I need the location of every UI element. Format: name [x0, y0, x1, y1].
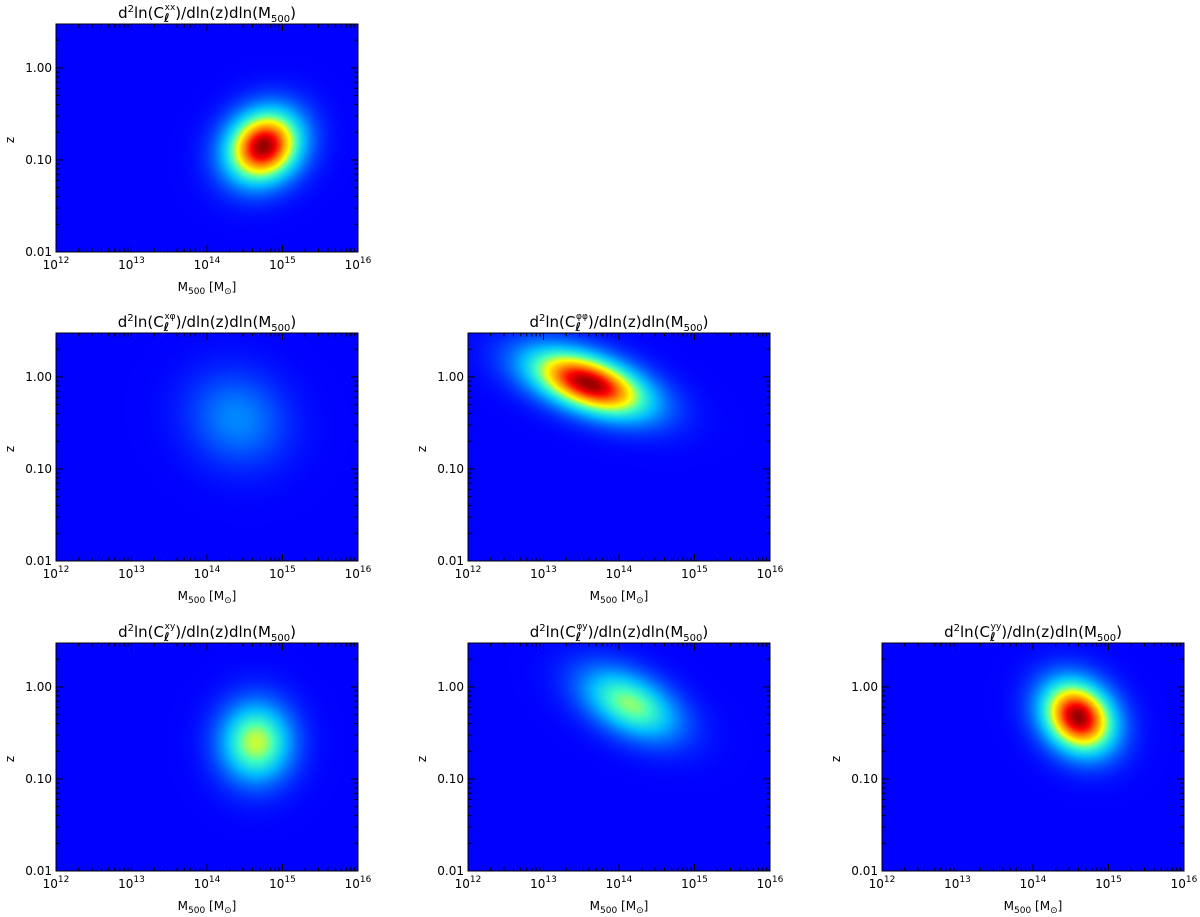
- chart-title: d2ln(Cℓφy)/dln(z)dln(M500): [530, 622, 708, 644]
- y-tick-label: 1.00: [25, 680, 52, 694]
- y-tick-label: 1.00: [437, 370, 464, 384]
- y-tick-label: 0.10: [851, 772, 878, 786]
- y-tick-label: 0.10: [437, 772, 464, 786]
- x-tick-label: 1013: [118, 565, 145, 581]
- x-tick-label: 1016: [345, 875, 372, 891]
- y-tick-label: 0.01: [437, 864, 464, 878]
- y-tick-label: 0.01: [25, 864, 52, 878]
- x-tick-label: 1014: [194, 256, 221, 272]
- x-axis-label: M500 [M⊙]: [178, 589, 237, 606]
- x-tick-label: 1015: [269, 565, 296, 581]
- y-axis-label: z: [829, 756, 843, 762]
- y-tick-label: 0.10: [25, 772, 52, 786]
- chart-svg-phiy: 1012 1013 1014 1015 1016 0.01 0.10 1.00 d2ln(Cℓφ…: [415, 622, 784, 916]
- panel-yy: 1012 1013 1014 1015 1016 0.01 0.10 1.00 d2ln(Cℓy…: [826, 619, 1200, 917]
- panel-phiy: 1012 1013 1014 1015 1016 0.01 0.10 1.00 d2ln(Cℓφ…: [412, 619, 812, 917]
- panel-xphi: 1012 1013 1014 1015 1016 0.01 0.10 1.00 d2ln(Cℓx…: [0, 309, 400, 614]
- y-tick-label: 1.00: [851, 680, 878, 694]
- x-tick-label: 1016: [345, 256, 372, 272]
- chart-svg-xx: 1012 1013 1014 1015 1016 0.01 0.10 1.00 d2ln(Cℓx…: [3, 3, 372, 297]
- x-tick-label: 1014: [606, 565, 633, 581]
- panel-xx: 1012 1013 1014 1015 1016 0.01 0.10 1.00 d2ln(Cℓx…: [0, 0, 400, 305]
- chart-title: d2ln(Cℓyy)/dln(z)dln(M500): [944, 622, 1122, 644]
- x-tick-label: 1012: [43, 256, 70, 272]
- x-tick-label: 1012: [43, 565, 70, 581]
- y-tick-label: 0.10: [437, 462, 464, 476]
- y-tick-label: 0.01: [437, 554, 464, 568]
- y-tick-label: 0.01: [25, 554, 52, 568]
- heatmap-image: [56, 643, 358, 871]
- y-tick-label: 0.01: [25, 245, 52, 259]
- x-tick-label: 1013: [944, 875, 971, 891]
- heatmap-image: [468, 333, 770, 561]
- x-tick-label: 1016: [1171, 875, 1198, 891]
- y-tick-label: 0.10: [25, 153, 52, 167]
- chart-svg-phiphi: 1012 1013 1014 1015 1016 0.01 0.10 1.00 d2ln(Cℓφ…: [415, 312, 784, 606]
- heatmap-image: [56, 333, 358, 561]
- x-axis-label: M500 [M⊙]: [590, 589, 649, 606]
- chart-title: d2ln(Cℓφφ)/dln(z)dln(M500): [529, 312, 708, 334]
- x-tick-label: 1016: [757, 565, 784, 581]
- x-tick-label: 1015: [269, 875, 296, 891]
- chart-svg-yy: 1012 1013 1014 1015 1016 0.01 0.10 1.00 d2ln(Cℓy…: [829, 622, 1198, 916]
- x-tick-label: 1014: [1020, 875, 1047, 891]
- y-tick-label: 1.00: [437, 680, 464, 694]
- chart-svg-xphi: 1012 1013 1014 1015 1016 0.01 0.10 1.00 d2ln(Cℓx…: [3, 312, 372, 606]
- chart-title: d2ln(Cℓxx)/dln(z)dln(M500): [118, 3, 296, 25]
- heatmap-image: [882, 643, 1184, 871]
- x-tick-label: 1012: [455, 565, 482, 581]
- y-axis-label: z: [3, 137, 17, 143]
- heatmap-image: [468, 643, 770, 871]
- x-tick-label: 1012: [43, 875, 70, 891]
- x-axis-label: M500 [M⊙]: [178, 899, 237, 916]
- y-axis-label: z: [3, 446, 17, 452]
- chart-title: d2ln(Cℓxy)/dln(z)dln(M500): [118, 622, 296, 644]
- x-tick-label: 1014: [194, 565, 221, 581]
- x-tick-label: 1013: [530, 875, 557, 891]
- x-tick-label: 1014: [606, 875, 633, 891]
- x-axis-label: M500 [M⊙]: [590, 899, 649, 916]
- y-axis-label: z: [3, 756, 17, 762]
- y-axis-label: z: [415, 756, 429, 762]
- y-axis-label: z: [415, 446, 429, 452]
- chart-svg-xy: 1012 1013 1014 1015 1016 0.01 0.10 1.00 d2ln(Cℓx…: [3, 622, 372, 916]
- chart-title: d2ln(Cℓxφ)/dln(z)dln(M500): [118, 312, 296, 334]
- x-tick-label: 1016: [345, 565, 372, 581]
- y-tick-label: 0.01: [851, 864, 878, 878]
- x-tick-label: 1012: [869, 875, 896, 891]
- x-tick-label: 1013: [530, 565, 557, 581]
- x-axis-label: M500 [M⊙]: [1004, 899, 1063, 916]
- x-tick-label: 1016: [757, 875, 784, 891]
- y-tick-label: 0.10: [25, 462, 52, 476]
- panel-phiphi: 1012 1013 1014 1015 1016 0.01 0.10 1.00 d2ln(Cℓφ…: [412, 309, 812, 614]
- x-tick-label: 1015: [681, 565, 708, 581]
- x-tick-label: 1015: [269, 256, 296, 272]
- x-tick-label: 1014: [194, 875, 221, 891]
- x-tick-label: 1013: [118, 256, 145, 272]
- y-tick-label: 1.00: [25, 61, 52, 75]
- y-tick-label: 1.00: [25, 370, 52, 384]
- x-tick-label: 1015: [1095, 875, 1122, 891]
- x-tick-label: 1015: [681, 875, 708, 891]
- x-tick-label: 1012: [455, 875, 482, 891]
- panel-xy: 1012 1013 1014 1015 1016 0.01 0.10 1.00 d2ln(Cℓx…: [0, 619, 400, 917]
- x-axis-label: M500 [M⊙]: [178, 280, 237, 297]
- x-tick-label: 1013: [118, 875, 145, 891]
- heatmap-image: [56, 24, 358, 252]
